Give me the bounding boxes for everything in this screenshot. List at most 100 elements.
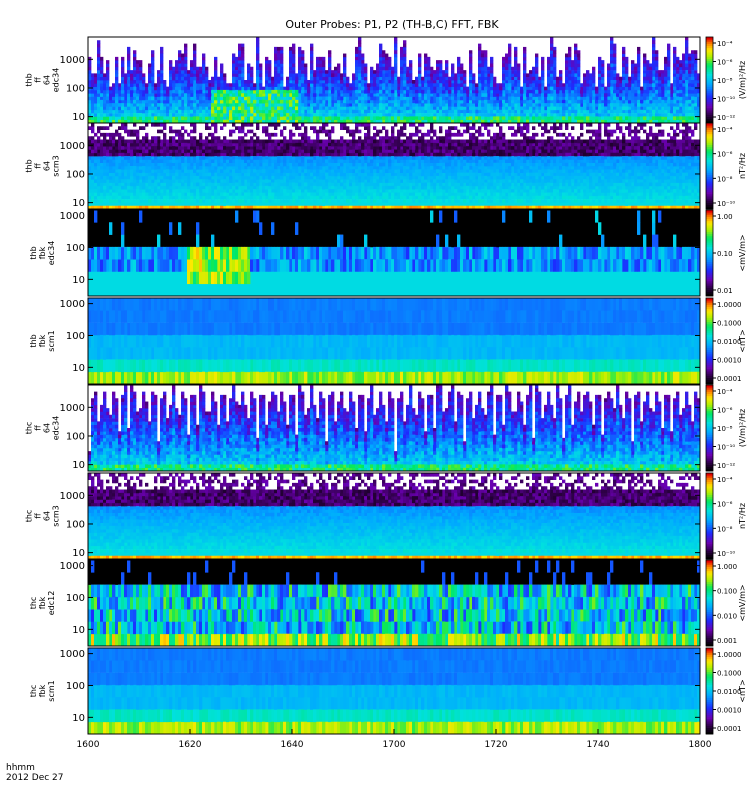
heatmap-cell-group: [244, 584, 248, 598]
heatmap-cell-group: [373, 555, 377, 560]
heatmap-cell-group: [205, 271, 209, 285]
heatmap-cell-group: [181, 709, 185, 723]
colorbar-swatch: [706, 47, 713, 51]
colorbar-swatch: [706, 86, 713, 89]
heatmap-cell-group: [217, 271, 221, 285]
heatmap-cell-group: [412, 584, 416, 598]
heatmap-cell-group: [235, 271, 239, 285]
heatmap-cell-group: [403, 464, 407, 469]
heatmap-cell-group: [601, 609, 605, 622]
heatmap-cell-group: [436, 621, 440, 635]
heatmap-cell-group: [682, 119, 686, 124]
heatmap-cell-group: [481, 371, 485, 385]
colorbar-swatch: [706, 479, 713, 482]
colorbar-swatch: [706, 400, 713, 403]
heatmap-cell-group: [568, 633, 572, 647]
heatmap-cell-group: [379, 359, 383, 373]
heatmap-cell-group: [343, 411, 347, 416]
heatmap-cell-group: [502, 633, 506, 647]
heatmap-cell-group: [166, 457, 641, 472]
heatmap-cell-group: [634, 633, 638, 647]
heatmap-cell-group: [259, 479, 548, 507]
heatmap-cell-group: [436, 721, 440, 735]
colorbar-swatch: [706, 146, 713, 150]
heatmap-cell-group: [619, 461, 623, 465]
heatmap-cell-group: [88, 545, 701, 553]
colorbar-swatch: [706, 176, 713, 180]
colorbar-swatch: [706, 492, 713, 495]
heatmap-cell-group: [190, 633, 194, 647]
colorbar-swatch: [706, 490, 713, 493]
heatmap-cells: [88, 123, 701, 210]
heatmap-cell-group: [583, 633, 587, 647]
heatmap-cell-group: [295, 464, 299, 469]
heatmap-cell-group: [532, 371, 536, 385]
heatmap-cell-group: [346, 371, 350, 385]
colorbar-tick-label: 10⁻¹²: [717, 114, 735, 122]
heatmap-cell-group: [256, 109, 260, 114]
heatmap-cell-group: [127, 525, 680, 543]
heatmap-cell-group: [265, 246, 269, 260]
heatmap-cell-group: [379, 371, 383, 385]
heatmap-cell-group: [391, 489, 395, 494]
heatmap-cell-group: [451, 709, 665, 723]
heatmap-cell-group: [151, 555, 155, 560]
colorbar-swatch: [706, 323, 713, 327]
heatmap-cell-group: [196, 70, 200, 74]
heatmap-cell-group: [643, 633, 647, 647]
heatmap-cell-group: [466, 116, 470, 121]
heatmap-cell-group: [457, 467, 461, 472]
colorbar-swatch: [706, 430, 713, 433]
colorbar-tick-label: 10⁻¹⁰: [717, 444, 735, 452]
colorbar-swatch: [706, 103, 713, 107]
colorbar-swatch: [706, 620, 713, 623]
heatmap-cell-group: [544, 205, 548, 210]
heatmap-cell-group: [436, 66, 440, 71]
heatmap-cell-group: [403, 195, 683, 203]
panel-ylabel-line: 64: [43, 511, 52, 521]
colorbar-swatch: [706, 613, 713, 617]
heatmap-cell-group: [214, 473, 632, 507]
heatmap-cell-group: [595, 371, 599, 385]
heatmap-cell-group: [262, 109, 359, 124]
heatmap-cell-group: [418, 721, 422, 735]
heatmap-cell-group: [487, 464, 491, 469]
heatmap-cell-group: [451, 394, 455, 399]
heatmap-cell-group: [157, 721, 161, 735]
heatmap-cell-group: [475, 259, 503, 272]
heatmap-cell-group: [187, 271, 191, 285]
heatmap-cell-group: [256, 46, 680, 78]
time-axis-label-line2: 2012 Dec 27: [6, 773, 64, 783]
heatmap-cell-group: [232, 246, 236, 260]
heatmap-cell-group: [238, 271, 242, 285]
heatmap-cell-group: [583, 205, 587, 210]
colorbar-swatch: [706, 95, 713, 98]
heatmap-cell-group: [226, 96, 230, 101]
colorbar-swatch: [706, 358, 713, 361]
heatmap-cell-group: [364, 119, 368, 124]
colorbar-swatch: [706, 250, 713, 254]
panel-ylabel-line: thb: [25, 159, 34, 172]
heatmap-cell-group: [304, 414, 308, 419]
colorbar-swatch: [706, 185, 713, 188]
heatmap-cell-group: [199, 371, 203, 385]
panel-ylabel-line: scm3: [52, 155, 61, 176]
heatmap-cell-group: [577, 371, 581, 385]
heatmap-cell-group: [271, 106, 275, 111]
heatmap-cell-group: [277, 721, 281, 735]
colorbar-swatch: [706, 129, 713, 132]
heatmap-cell-group: [592, 431, 596, 435]
heatmap-cell-group: [304, 371, 308, 385]
colorbar-swatch: [706, 135, 713, 139]
heatmap-cell-group: [295, 93, 299, 97]
colorbar-swatch: [706, 52, 713, 55]
heatmap-cell-group: [262, 596, 266, 610]
heatmap-cell-group: [88, 359, 92, 373]
heatmap-cell-group: [388, 146, 392, 150]
panel-ylabel-line: fbk: [38, 684, 47, 697]
colorbar-swatch: [706, 550, 713, 553]
heatmap-cell-group: [127, 431, 131, 435]
heatmap-cell-group: [421, 398, 425, 402]
heatmap-cell-group: [502, 205, 506, 210]
heatmap-cell-group: [604, 584, 608, 598]
